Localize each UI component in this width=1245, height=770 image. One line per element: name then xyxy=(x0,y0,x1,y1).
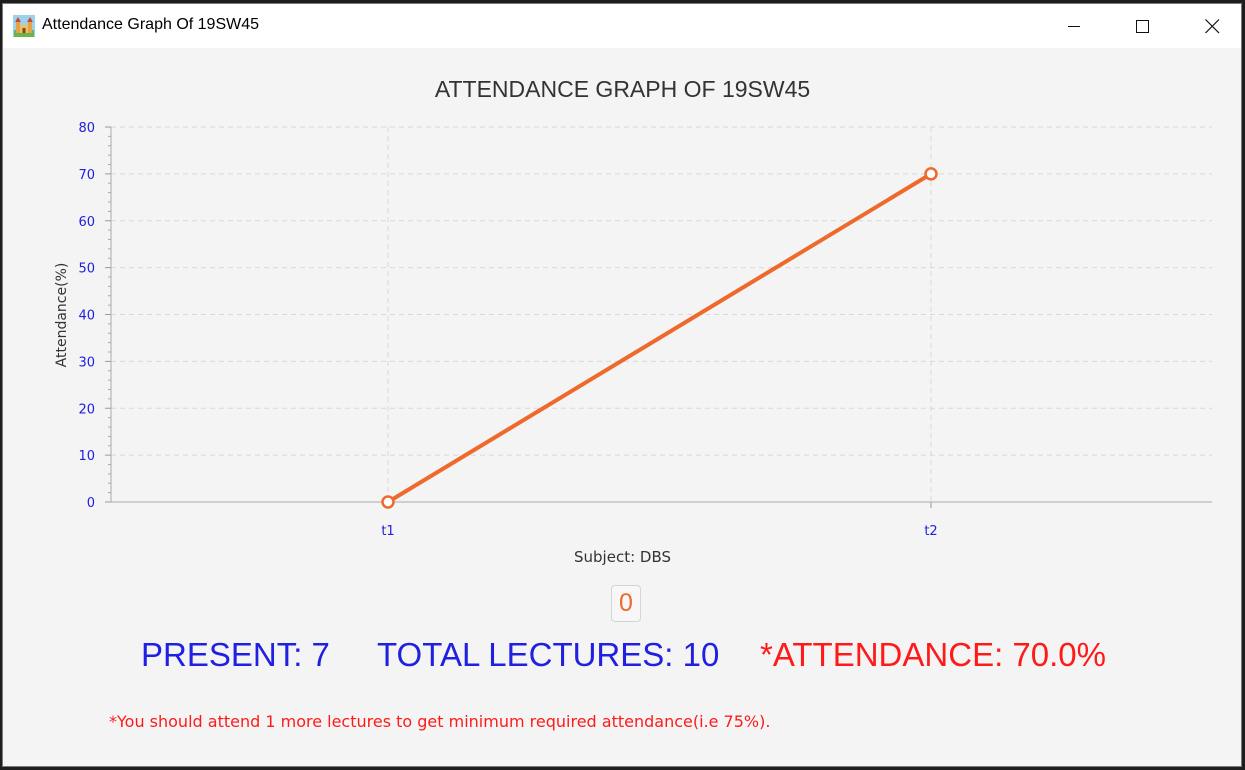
maximize-icon xyxy=(1136,20,1149,33)
castle-icon xyxy=(13,15,35,37)
attendance-percentage: *ATTENDANCE: 70.0% xyxy=(760,636,1106,673)
counter-field[interactable]: 0 xyxy=(611,585,641,622)
y-tick-label: 60 xyxy=(78,215,95,230)
attendance-warning-note: *You should attend 1 more lectures to ge… xyxy=(109,712,771,731)
data-point xyxy=(924,167,938,181)
series-line xyxy=(386,172,933,504)
y-tick-label: 50 xyxy=(78,262,95,277)
chart-axes: 0 10 20 30 40 50 60 70 80 t1 t2 xyxy=(78,121,1212,539)
y-tick-label: 10 xyxy=(78,449,95,464)
chart-grid xyxy=(111,126,1212,502)
chart-title: ATTENDANCE GRAPH OF 19SW45 xyxy=(434,76,811,102)
y-tick-label: 80 xyxy=(78,121,95,136)
maximize-button[interactable] xyxy=(1119,4,1165,48)
y-tick-label: 40 xyxy=(78,309,95,324)
y-tick-label: 30 xyxy=(78,355,95,370)
attendance-line-chart: 0 10 20 30 40 50 60 70 80 t1 t2 Attendance(%) xyxy=(54,121,1212,539)
x-tick-label: t1 xyxy=(381,524,394,539)
x-axis-label: Subject: DBS xyxy=(574,548,671,566)
title-bar[interactable]: Attendance Graph Of 19SW45 xyxy=(3,4,1241,48)
y-tick-label: 0 xyxy=(87,496,95,511)
y-axis-label: Attendance(%) xyxy=(54,263,70,368)
y-tick-label: 20 xyxy=(78,402,95,417)
chart-series xyxy=(381,167,938,509)
x-tick-label: t2 xyxy=(924,524,937,539)
data-point xyxy=(381,495,395,509)
minimize-button[interactable] xyxy=(1051,4,1097,48)
window-title: Attendance Graph Of 19SW45 xyxy=(42,16,260,33)
app-window: Attendance Graph Of 19SW45 xyxy=(2,3,1242,767)
y-tick-label: 70 xyxy=(78,168,95,183)
total-lectures-count: TOTAL LECTURES: 10 xyxy=(377,636,720,673)
present-count: PRESENT: 7 xyxy=(141,636,330,673)
close-button[interactable] xyxy=(1189,4,1235,48)
close-icon xyxy=(1205,19,1220,34)
minimize-icon xyxy=(1068,26,1080,27)
